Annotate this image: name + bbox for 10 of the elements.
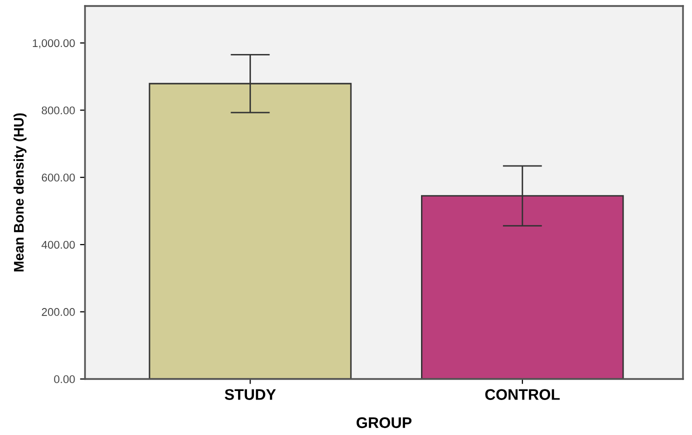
y-tick-label: 400.00: [42, 240, 75, 249]
y-tick-label: 0.00: [54, 375, 75, 384]
y-tick-label: 600.00: [42, 174, 75, 182]
x-tick-label: STUDY: [224, 389, 276, 400]
y-tick-label: 800.00: [42, 106, 75, 114]
y-tick-label: 1,000.00: [32, 39, 75, 48]
x-tick-label: CONTROL: [485, 389, 560, 400]
y-axis-title: Mean Bone density (HU): [14, 113, 26, 272]
y-tick-label: 200.00: [42, 308, 75, 316]
x-axis-title: GROUP: [356, 417, 412, 428]
